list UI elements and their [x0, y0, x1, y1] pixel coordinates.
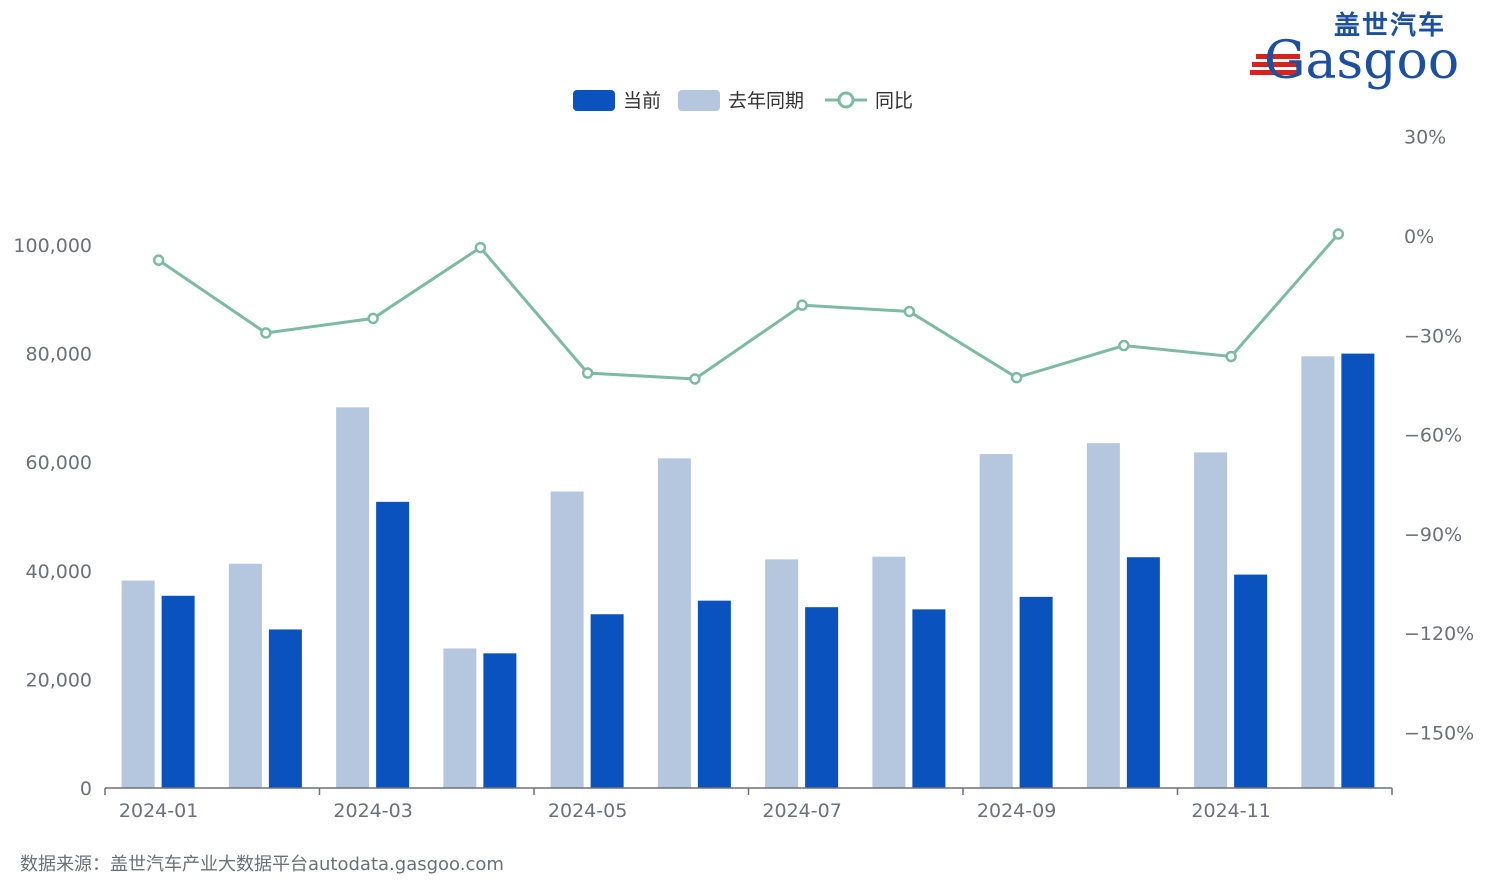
bar-prior	[979, 454, 1013, 788]
y-right-tick-label: 0%	[1404, 226, 1434, 248]
x-tick-label: 2024-01	[119, 800, 198, 822]
yoy-point[interactable]	[903, 305, 916, 318]
y-left-tick-label: 40,000	[26, 561, 92, 583]
y-right-tick-label: −90%	[1404, 524, 1462, 546]
yoy-point[interactable]	[796, 299, 808, 311]
bar-current	[1234, 574, 1268, 788]
legend-item-prior[interactable]: 去年同期	[678, 90, 804, 112]
bar-current	[590, 614, 624, 788]
bar-current	[697, 600, 731, 788]
legend-swatch-prior	[678, 90, 720, 111]
gasgoo-logo: 盖世汽车 Gasgoo	[1250, 10, 1459, 90]
brand-wordmark: Gasgoo	[1264, 31, 1459, 90]
yoy-point[interactable]	[1225, 350, 1237, 363]
y-left-tick-label: 20,000	[26, 669, 92, 691]
yoy-point[interactable]	[152, 254, 165, 266]
legend-label-yoy: 同比	[875, 90, 913, 112]
y-right-tick-label: −150%	[1404, 723, 1474, 745]
bar-current	[1019, 596, 1053, 788]
legend-swatch-current	[573, 90, 615, 111]
bar-current	[376, 501, 410, 788]
y-right-tick-label: 30%	[1404, 127, 1446, 149]
legend-item-current[interactable]: 当前	[573, 90, 661, 112]
legend-item-yoy[interactable]: 同比	[825, 90, 913, 112]
bar-prior	[1086, 443, 1120, 788]
bar-prior	[336, 407, 370, 788]
yoy-point[interactable]	[689, 373, 701, 385]
bar-prior	[872, 556, 906, 788]
x-tick-label: 2024-11	[1191, 800, 1270, 822]
legend: 当前 去年同期 同比	[573, 90, 913, 112]
bar-prior	[121, 580, 155, 788]
yoy-point[interactable]	[367, 312, 379, 325]
x-tick-label: 2024-05	[548, 800, 627, 822]
yoy-point[interactable]	[260, 327, 272, 339]
x-tick-label: 2024-09	[977, 800, 1056, 822]
y-right-tick-label: −120%	[1404, 623, 1474, 645]
bar-current	[483, 653, 517, 788]
brand-name-cn: 盖世汽车	[1334, 10, 1446, 41]
legend-label-current: 当前	[623, 90, 661, 112]
x-tick-label: 2024-07	[762, 800, 841, 822]
yoy-point[interactable]	[1010, 371, 1023, 384]
source-note: 数据来源：盖世汽车产业大数据平台autodata.gasgoo.com	[20, 854, 504, 875]
bar-prior	[1194, 452, 1228, 788]
yoy-point[interactable]	[474, 241, 487, 254]
bar-prior	[443, 648, 477, 788]
bar-current	[1341, 353, 1375, 788]
bar-current	[1126, 557, 1160, 788]
bar-current	[912, 609, 946, 788]
brand-stripes-icon	[1250, 54, 1300, 75]
bar-prior	[1301, 356, 1335, 788]
y-left-tick-label: 60,000	[26, 452, 92, 474]
yoy-point[interactable]	[1118, 339, 1130, 352]
bar-current	[268, 629, 302, 788]
yoy-point[interactable]	[1332, 228, 1345, 240]
yoy-line	[157, 233, 1340, 381]
x-tick-label: 2024-03	[333, 800, 412, 822]
bar-prior	[228, 563, 262, 788]
bar-prior	[657, 458, 691, 788]
bar-current	[805, 607, 839, 788]
plot-area: 0 20,000 40,000 60,000 80,000 100,000 30% 0% −30…	[13, 127, 1474, 822]
yoy-point[interactable]	[581, 367, 594, 379]
bar-current	[161, 595, 195, 788]
y-left-tick-label: 0	[80, 778, 92, 800]
bar-prior	[550, 491, 584, 788]
y-left-tick-label: 100,000	[13, 235, 92, 257]
y-left-tick-label: 80,000	[26, 344, 92, 366]
bar-prior	[765, 559, 799, 788]
legend-marker-yoy	[837, 91, 855, 109]
legend-label-prior: 去年同期	[728, 90, 804, 112]
y-right-tick-label: −30%	[1404, 325, 1462, 347]
y-right-tick-label: −60%	[1404, 425, 1462, 447]
